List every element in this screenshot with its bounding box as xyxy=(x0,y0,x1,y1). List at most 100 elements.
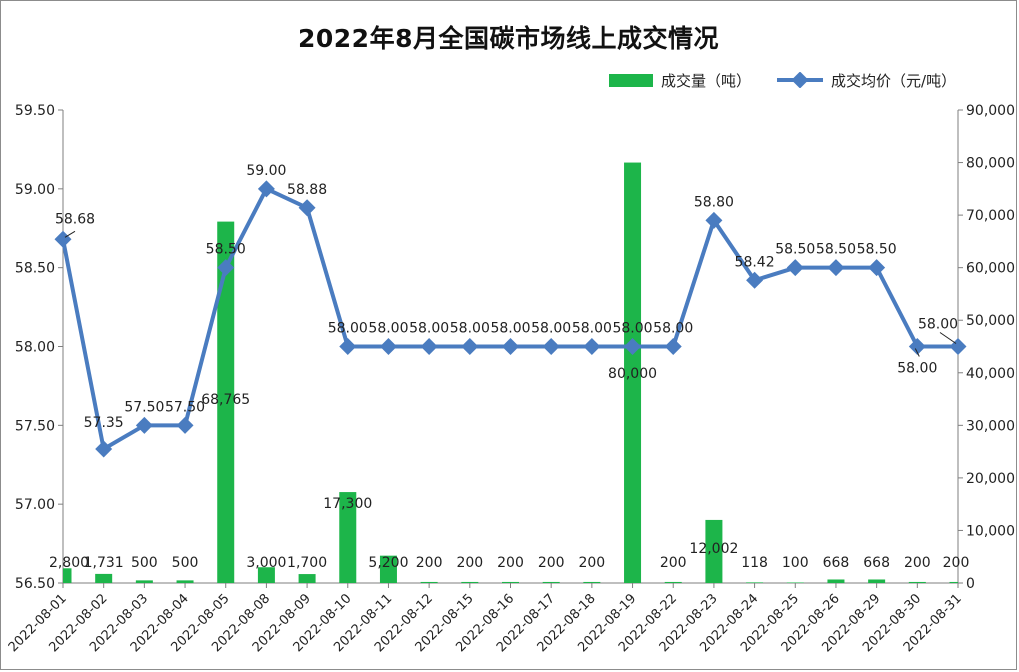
price-marker xyxy=(298,199,316,217)
price-data-label: 57.35 xyxy=(84,415,124,431)
volume-data-label: 200 xyxy=(578,555,605,571)
volume-data-label: 200 xyxy=(904,555,931,571)
price-marker xyxy=(379,338,397,355)
price-data-label: 58.00 xyxy=(918,317,958,333)
price-marker xyxy=(420,338,438,355)
left-tick-label: 56.50 xyxy=(15,576,55,592)
legend-label-price: 成交均价（元/吨） xyxy=(831,71,957,90)
price-data-label: 58.00 xyxy=(897,361,937,377)
volume-bar xyxy=(339,492,357,583)
price-marker xyxy=(217,259,235,277)
price-marker xyxy=(868,259,886,277)
price-label-leader xyxy=(64,230,76,238)
price-marker xyxy=(624,338,642,355)
price-marker xyxy=(54,230,72,248)
volume-data-label: 200 xyxy=(497,555,524,571)
price-data-label: 57.50 xyxy=(165,399,205,415)
left-tick-label: 58.00 xyxy=(15,340,55,356)
volume-bar xyxy=(908,581,926,583)
price-label-leader xyxy=(914,348,920,357)
price-data-label: 58.50 xyxy=(206,242,246,258)
price-data-label: 58.00 xyxy=(368,321,408,337)
volume-bar xyxy=(624,162,642,584)
price-data-label: 58.00 xyxy=(653,321,693,337)
volume-data-label: 17,300 xyxy=(323,496,372,512)
left-tick-label: 58.50 xyxy=(15,261,55,277)
price-marker xyxy=(542,338,560,355)
volume-data-label: 200 xyxy=(538,555,565,571)
right-tick-label: 40,000 xyxy=(966,366,1015,382)
volume-data-label: 5,200 xyxy=(368,555,408,571)
chart-legend: 成交量（吨） 成交均价（元/吨） xyxy=(609,69,982,91)
volume-bar xyxy=(949,581,958,583)
volume-data-label: 80,000 xyxy=(608,366,657,382)
volume-bar xyxy=(298,574,316,583)
price-data-label: 58.00 xyxy=(328,321,368,337)
price-marker xyxy=(664,338,682,355)
volume-data-label: 12,002 xyxy=(689,541,738,557)
legend-item-volume: 成交量（吨） xyxy=(609,70,751,91)
volume-data-label: 100 xyxy=(782,555,809,571)
price-data-label: 57.50 xyxy=(124,399,164,415)
price-marker xyxy=(95,440,113,458)
price-data-label: 58.50 xyxy=(775,242,815,258)
right-tick-label: 20,000 xyxy=(966,471,1015,487)
volume-data-label: 200 xyxy=(943,555,970,571)
volume-data-label: 668 xyxy=(823,555,850,571)
left-tick-label: 59.50 xyxy=(15,103,55,119)
legend-item-price: 成交均价（元/吨） xyxy=(777,70,956,91)
volume-data-label: 3,000 xyxy=(246,555,286,571)
volume-data-label: 500 xyxy=(172,555,199,571)
volume-bar xyxy=(95,573,113,583)
volume-bar xyxy=(461,581,479,583)
volume-bar xyxy=(827,579,845,583)
volume-data-label: 200 xyxy=(416,555,443,571)
price-marker xyxy=(746,271,764,289)
chart-title: 2022年8月全国碳市场线上成交情况 xyxy=(298,24,719,53)
price-marker xyxy=(176,416,194,434)
volume-bar xyxy=(257,567,275,583)
price-data-label: 58.00 xyxy=(490,321,530,337)
price-marker xyxy=(339,338,357,355)
price-data-label: 58.50 xyxy=(816,242,856,258)
legend-swatch-volume xyxy=(609,73,653,87)
price-marker xyxy=(135,416,153,434)
volume-bar xyxy=(135,580,153,583)
legend-swatch-price xyxy=(777,72,824,88)
volume-bar xyxy=(379,555,397,583)
price-data-label: 58.00 xyxy=(450,321,490,337)
volume-data-label: 118 xyxy=(741,555,768,571)
volume-bar xyxy=(502,581,519,583)
volume-bar xyxy=(63,568,72,583)
price-data-label: 58.00 xyxy=(531,321,571,337)
volume-data-label: 200 xyxy=(456,555,483,571)
price-data-label: 58.00 xyxy=(409,321,449,337)
legend-label-volume: 成交量（吨） xyxy=(661,71,752,90)
right-tick-label: 0 xyxy=(966,576,975,592)
right-tick-label: 50,000 xyxy=(966,313,1015,329)
right-tick-label: 70,000 xyxy=(966,208,1015,224)
volume-data-label: 668 xyxy=(863,555,890,571)
right-tick-label: 60,000 xyxy=(966,261,1015,277)
price-data-label: 58.68 xyxy=(55,211,95,227)
price-data-label: 58.42 xyxy=(735,254,775,270)
price-marker xyxy=(583,338,601,355)
price-marker xyxy=(461,338,479,355)
price-label-leader xyxy=(939,332,957,344)
left-tick-label: 57.50 xyxy=(15,418,55,434)
price-marker xyxy=(705,211,723,229)
volume-bar xyxy=(868,579,886,583)
price-data-label: 58.00 xyxy=(612,321,652,337)
price-marker xyxy=(502,338,519,355)
volume-bar xyxy=(542,581,560,583)
price-marker xyxy=(257,180,275,198)
volume-data-label: 500 xyxy=(131,555,158,571)
right-tick-label: 30,000 xyxy=(966,418,1015,434)
volume-bar xyxy=(705,519,723,583)
price-data-label: 58.00 xyxy=(572,321,612,337)
volume-data-label: 200 xyxy=(660,555,687,571)
price-marker xyxy=(908,338,926,355)
price-data-label: 58.88 xyxy=(287,182,327,198)
